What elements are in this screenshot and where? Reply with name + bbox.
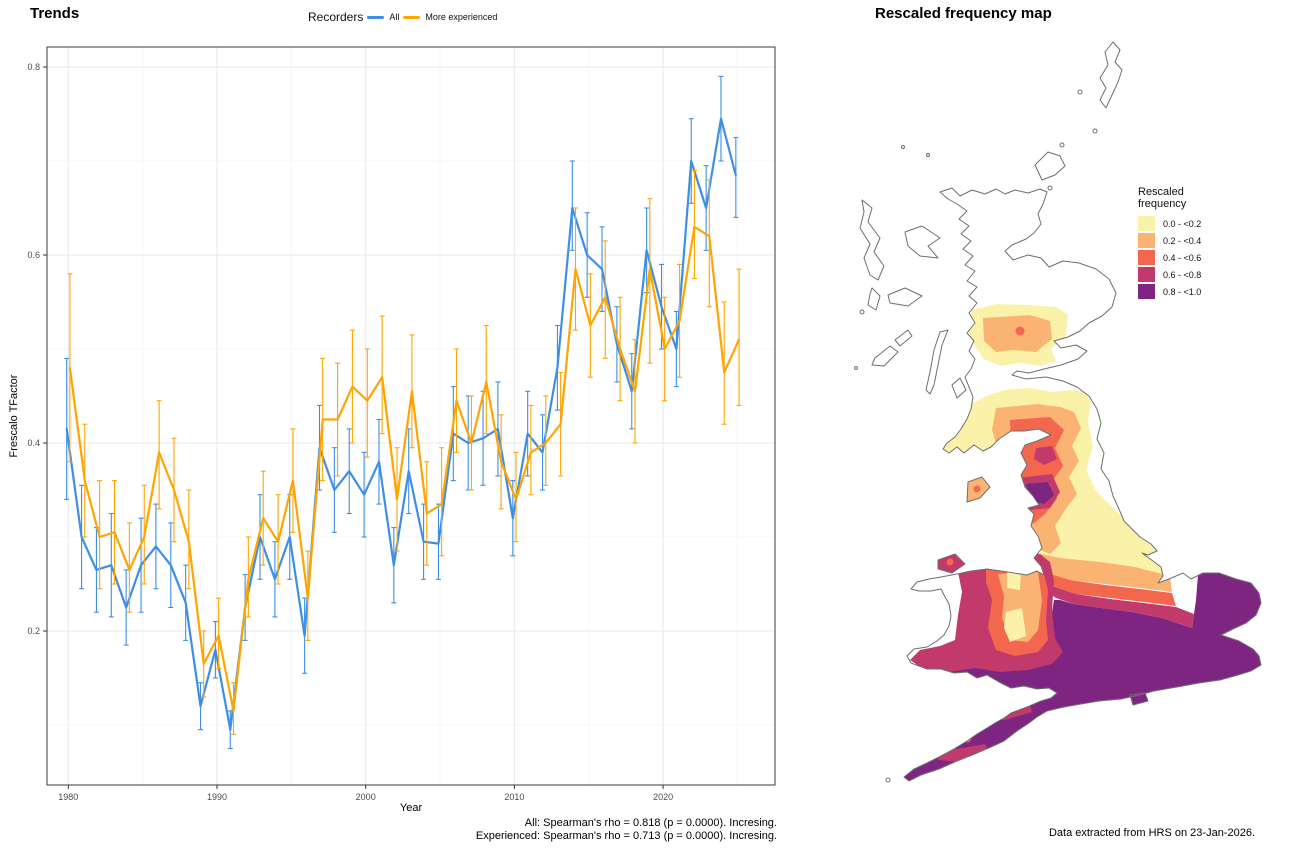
map-legend-row: 0.6 - <0.8 [1138,267,1201,282]
legend-item-all: All [367,12,399,22]
y-axis-title: Frescalo TFactor [8,374,20,457]
svg-text:0.6: 0.6 [27,250,40,260]
trend-line-experienced [68,225,741,713]
band-midlands-magenta [1044,586,1194,628]
svg-text:2020: 2020 [653,792,673,802]
trends-caption: All: Spearman's rho = 0.818 (p = 0.0000)… [476,817,777,843]
legend-bin-label: 0.4 - <0.6 [1163,252,1202,263]
coastline [854,41,1262,783]
experienced-series-line-icon [403,15,421,19]
map-legend-row: 0.8 - <1.0 [1138,284,1201,299]
hebrides-south [867,287,881,311]
islet-6 [926,153,930,157]
region-scotland-red-spot [1015,326,1025,336]
arran [951,377,967,399]
x-axis-title: Year [400,802,423,814]
legend-label-all: All [389,12,400,22]
frequency-surface [904,304,1261,781]
trend-line-all [65,117,737,731]
legend-bin-label: 0.0 - <0.2 [1163,218,1202,229]
legend-swatch-icon [1138,250,1155,265]
map-legend: Rescaled frequency 0.0 - <0.2 0.2 - <0.4 0… [1138,186,1201,301]
svg-text:2000: 2000 [356,792,376,802]
jura [894,329,913,347]
map-caption: Data extracted from HRS on 23-Jan-2026. [1048,827,1255,839]
region-man-red-spot [973,485,981,493]
legend-swatch-icon [1138,284,1155,299]
all-series-line-icon [367,15,385,19]
svg-text:0.2: 0.2 [27,626,40,636]
islet-9 [854,366,858,370]
region-cornwall-magenta [938,744,990,762]
map-legend-row: 0.2 - <0.4 [1138,233,1201,248]
islet-4 [1047,185,1053,191]
caption-experienced: Experienced: Spearman's rho = 0.713 (p =… [475,830,777,842]
region-anglesey-red-spot [946,558,954,566]
anglesey-outline [937,553,966,574]
skye [904,225,941,259]
band-midlands-orange [1028,552,1172,592]
wight-outline [1129,692,1149,706]
isle-of-man [967,477,990,502]
legend-bin-label: 0.6 - <0.8 [1163,269,1202,280]
uk-frequency-map [854,41,1262,783]
svg-text:0.8: 0.8 [27,62,40,72]
trends-panel: Trends Recorders All More experienced 0.… [8,5,777,843]
error-bars-experienced [67,169,742,735]
legend-swatch-icon [1138,233,1155,248]
islet-5 [901,145,905,149]
islet-1 [1077,89,1083,95]
islet-8 [885,777,891,783]
map-legend-row: 0.4 - <0.6 [1138,250,1201,265]
islay [871,345,899,367]
map-title: Rescaled frequency map [875,5,1052,22]
legend-bin-label: 0.2 - <0.4 [1163,235,1202,246]
islet-3 [1059,142,1065,148]
orkney [1034,151,1066,181]
kintyre [925,329,949,395]
svg-text:0.4: 0.4 [27,438,40,448]
legend-bin-label: 0.8 - <1.0 [1163,286,1202,297]
legend-swatch-icon [1138,216,1155,231]
region-wales-yellow-core [1004,608,1026,642]
isle-of-man-outline [966,476,991,503]
map-legend-row: 0.0 - <0.2 [1138,216,1201,231]
hebrides-north [859,199,885,281]
region-wales-yellow-north [1007,570,1021,590]
shetland [1099,41,1123,109]
islet-2 [1092,128,1098,134]
band-midlands-red [1038,572,1176,606]
caption-all: All: Spearman's rho = 0.818 (p = 0.0000)… [524,817,777,829]
legend-item-experienced: More experienced [403,12,497,22]
region-cumbria-magenta-1 [1034,446,1057,465]
trends-chart: 0.2 0.4 0.6 0.8 1980 1990 2000 2010 2020 Year Fres… [8,46,776,814]
svg-text:1990: 1990 [207,792,227,802]
legend-label-experienced: More experienced [425,12,498,22]
trends-title: Trends [30,5,80,22]
legend-swatch-icon [1138,267,1155,282]
trends-legend-title: Recorders [308,10,364,24]
mull [887,287,923,307]
map-legend-title: Rescaled frequency [1138,186,1187,210]
svg-text:1980: 1980 [58,792,78,802]
map-panel: Rescaled frequency map [800,0,1300,850]
svg-text:2010: 2010 [504,792,524,802]
trends-legend: Recorders All More experienced [308,10,497,24]
islet-7 [859,309,865,315]
